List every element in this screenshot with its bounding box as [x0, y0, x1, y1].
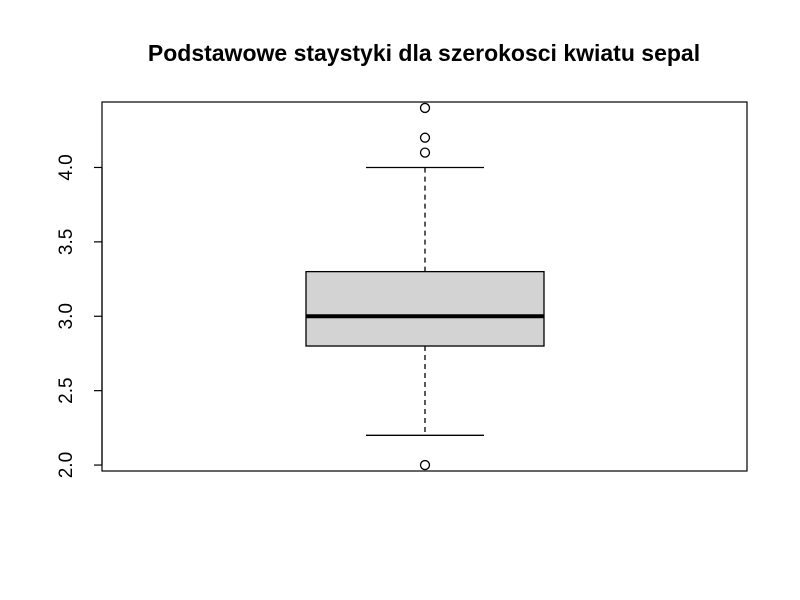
y-tick-label: 3.5 — [56, 229, 77, 255]
chart-title: Podstawowe staystyki dla szerokosci kwia… — [148, 40, 700, 66]
y-tick-label: 2.0 — [56, 452, 77, 478]
outlier-point — [419, 132, 431, 143]
outlier-point — [419, 459, 431, 471]
y-tick-label: 2.5 — [56, 377, 77, 403]
y-tick-label: 3.0 — [56, 303, 77, 329]
box-group — [305, 102, 545, 471]
outlier-point — [419, 102, 431, 114]
y-tick-label: 4.0 — [56, 154, 77, 180]
outlier-point — [419, 147, 431, 158]
interquartile-box — [305, 270, 545, 347]
y-axis: 2.0 2.5 3.0 3.5 4.0 — [56, 154, 103, 478]
